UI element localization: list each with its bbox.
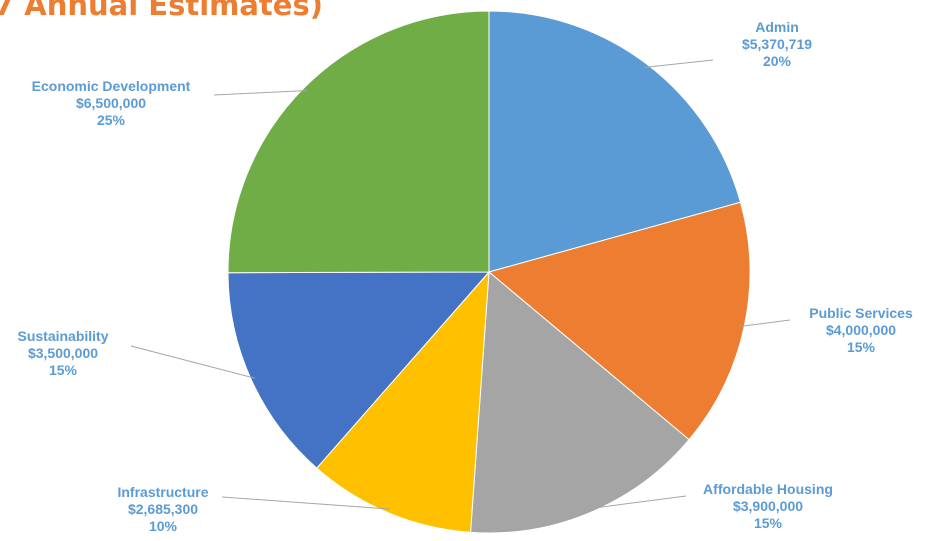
pie-slice-admin <box>488 10 742 273</box>
leader-line-admin <box>644 59 714 68</box>
data-label-affordable-housing: Affordable Housing $3,900,000 15% <box>703 481 833 531</box>
pie-slice-infrastructure <box>316 270 490 533</box>
data-label-value: $2,685,300 <box>128 501 198 517</box>
data-label-percent: 15% <box>49 362 78 378</box>
chart-title: 7 Annual Estimates) <box>0 0 323 22</box>
leader-line-affordable-housing <box>589 495 687 510</box>
data-label-value: $4,000,000 <box>826 322 896 338</box>
pie-slice-affordable-housing <box>469 270 690 534</box>
data-label-value: $3,500,000 <box>28 345 98 361</box>
data-label-percent: 20% <box>763 53 792 69</box>
data-label-economic-development: Economic Development $6,500,000 25% <box>32 78 191 128</box>
pie-slice-sustainability <box>227 271 491 469</box>
data-label-percent: 15% <box>754 515 783 531</box>
data-label-category: Economic Development <box>32 78 191 94</box>
leader-line-infrastructure <box>221 496 390 510</box>
data-label-value: $6,500,000 <box>76 95 146 111</box>
data-label-public-services: Public Services $4,000,000 15% <box>809 305 913 355</box>
data-label-admin: Admin $5,370,719 20% <box>742 19 812 69</box>
leader-line-economic-development <box>213 90 308 96</box>
leader-line-sustainability <box>130 345 256 379</box>
pie-slice-public-services <box>487 201 751 441</box>
data-label-value: $5,370,719 <box>742 36 812 52</box>
data-label-percent: 15% <box>847 339 876 355</box>
data-label-category: Admin <box>755 19 799 35</box>
pie-slices <box>227 10 751 534</box>
leader-lines <box>130 59 791 510</box>
data-label-value: $3,900,000 <box>733 498 803 514</box>
data-label-percent: 25% <box>97 112 126 128</box>
data-label-sustainability: Sustainability $3,500,000 15% <box>17 328 108 378</box>
pie-slice-economic-development <box>227 10 490 274</box>
data-labels: Admin $5,370,719 20% Public Services $4,000,… <box>17 19 912 534</box>
data-label-category: Public Services <box>809 305 913 321</box>
data-label-percent: 10% <box>149 518 178 534</box>
data-label-category: Affordable Housing <box>703 481 833 497</box>
leader-line-public-services <box>740 319 791 327</box>
data-label-category: Infrastructure <box>117 484 208 500</box>
data-label-infrastructure: Infrastructure $2,685,300 10% <box>117 484 208 534</box>
data-label-category: Sustainability <box>17 328 108 344</box>
